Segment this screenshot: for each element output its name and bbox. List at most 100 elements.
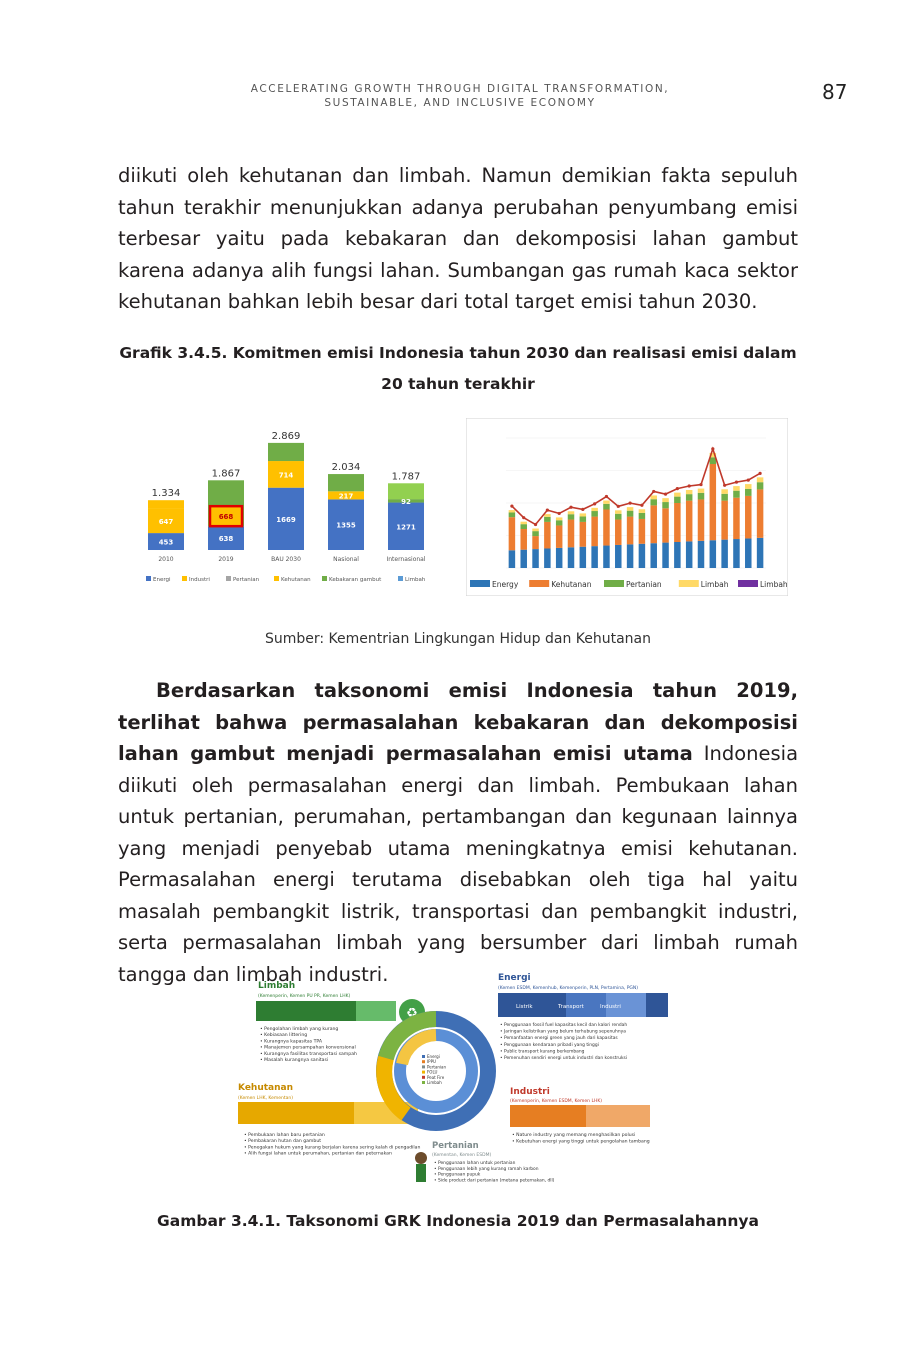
history-bar-segment xyxy=(709,540,717,568)
history-bar-segment xyxy=(685,490,693,495)
history-bar-segment xyxy=(756,477,764,483)
history-bar-segment xyxy=(603,503,610,510)
history-bar-segment xyxy=(532,531,539,537)
recycle-glyph: ♻ xyxy=(406,1006,418,1021)
history-bar-segment xyxy=(520,529,527,550)
history-bar-segment xyxy=(532,549,539,568)
kehutanan-items: • Pembukaan lahan baru pertanian• Pembak… xyxy=(244,1132,420,1157)
history-legend-label: Limbah xyxy=(701,580,729,589)
donut-legend-label: Pertanian xyxy=(427,1064,446,1069)
history-bar-segment xyxy=(520,524,527,529)
history-bar-segment xyxy=(520,549,527,568)
history-bar-segment xyxy=(508,550,516,568)
pertanian-items: • Penggunaan lahan untuk pertanian• Peng… xyxy=(434,1160,555,1183)
history-bar-segment xyxy=(638,518,646,544)
energi-boxes: Listrik Transport Industri xyxy=(516,1004,621,1010)
history-bar-segment xyxy=(532,536,539,550)
bullet-item: • Penggunaan lebih yang kurang ramah kar… xyxy=(434,1166,539,1172)
figure1: 453 647 1.334 2010 638 1.867 2019 1669 714 2.869 B… xyxy=(126,418,788,596)
bar-segment xyxy=(328,499,364,550)
total-line xyxy=(511,446,761,526)
donut-legend-swatch xyxy=(422,1065,425,1069)
industri-title: Industri xyxy=(510,1087,550,1097)
history-bar-segment xyxy=(615,513,622,520)
history-bar-segment xyxy=(626,544,634,568)
total-line-point xyxy=(593,502,597,506)
limbah-title: Limbah xyxy=(258,981,295,991)
bar-segment-other xyxy=(388,483,424,500)
bullet-item: • Kurangnya fasilitas transportasi sampa… xyxy=(260,1051,357,1057)
history-bar-segment xyxy=(591,516,598,547)
history-bar-segment xyxy=(745,484,752,489)
history-bar-segment xyxy=(685,500,693,542)
history-legend-swatch xyxy=(470,580,490,587)
donut-outer-kehutanan xyxy=(376,1055,411,1121)
energi-box-label: Transport xyxy=(557,1004,585,1010)
history-bar-segment xyxy=(721,500,728,540)
donut-legend-label: Peat Fire xyxy=(427,1075,445,1080)
legend-label: Pertanian xyxy=(233,577,260,583)
bullet-item: • Penggunaan pupuk xyxy=(434,1172,481,1178)
history-bar-segment xyxy=(756,482,764,490)
limbah-subtitle: (Kemenperin, Kemen PU PR, Kemen LHK) xyxy=(258,993,351,999)
total-line-point xyxy=(723,483,727,487)
history-bar-segment xyxy=(532,528,539,532)
history-bar-segment xyxy=(662,502,669,509)
bar-segment-other xyxy=(328,474,364,492)
bullet-item: • Pembakaran hutan dan gambut xyxy=(244,1138,321,1144)
history-bar-segment xyxy=(567,511,575,515)
history-bar-segment xyxy=(733,539,740,568)
highlight-box xyxy=(208,504,244,528)
history-bar-segment xyxy=(579,513,587,517)
total-line-point xyxy=(758,471,762,475)
history-bar-segment xyxy=(638,512,646,519)
history-bar-segment xyxy=(674,503,681,542)
bar-total-label: 1.334 xyxy=(152,488,181,499)
bar-segment-other xyxy=(268,442,304,462)
bullet-item: • Jaringan kelistrikan yang belum terhub… xyxy=(500,1029,626,1035)
running-header: ACCELERATING GROWTH THROUGH DIGITAL TRAN… xyxy=(200,82,720,110)
bar-total-label: 2.034 xyxy=(332,462,361,473)
bullet-item: • Pengolahan limbah yang kurang xyxy=(260,1026,338,1032)
running-header-line1: ACCELERATING GROWTH THROUGH DIGITAL TRAN… xyxy=(250,83,670,95)
history-bar-segment xyxy=(697,492,705,500)
history-bar-segment xyxy=(733,486,740,491)
total-line-point xyxy=(533,522,538,527)
history-bar-segment xyxy=(697,499,705,541)
bullet-item: • Pembukaan lahan baru pertanian xyxy=(244,1132,325,1138)
legend-swatch xyxy=(398,576,403,581)
legend-swatch xyxy=(274,576,279,581)
energi-bar-part2 xyxy=(606,993,646,1017)
history-bar-segment xyxy=(745,538,752,568)
history-bar-segment xyxy=(591,507,598,512)
bullet-item: • Kebiasaan littering xyxy=(260,1032,307,1038)
history-bar-segment xyxy=(555,547,563,568)
donut-legend-swatch xyxy=(422,1070,425,1074)
history-bar-segment xyxy=(697,540,705,568)
energi-title: Energi xyxy=(498,973,531,983)
bar-value-label: 217 xyxy=(339,492,354,500)
farmer-body-icon xyxy=(416,1164,426,1182)
category-tick-label: 2010 xyxy=(158,556,173,563)
bar-value-label: 714 xyxy=(279,471,294,479)
total-line-point xyxy=(628,501,632,505)
total-line-point xyxy=(746,478,750,482)
bullet-item: • Pemanfaatan energi green yang jauh dar… xyxy=(500,1035,618,1041)
pertanian-title: Pertanian xyxy=(432,1141,479,1151)
total-line-point xyxy=(711,447,715,451)
donut-legend-label: FOLU xyxy=(427,1070,437,1075)
legend-label: Industri xyxy=(189,577,210,583)
limbah-items: • Pengolahan limbah yang kurang• Kebiasa… xyxy=(260,1026,357,1063)
history-bar-segment xyxy=(733,497,740,540)
bar-segment xyxy=(268,487,304,550)
bar-value-label: 453 xyxy=(159,539,174,547)
category-tick-label: Internasional xyxy=(386,556,425,563)
history-bar-segment xyxy=(615,544,622,568)
donut-outer-limbah xyxy=(378,1011,437,1061)
figure1-source: Sumber: Kementrian Lingkungan Hidup dan … xyxy=(264,631,652,647)
bar-segment-other xyxy=(148,500,184,509)
paragraph-2: Berdasarkan taksonomi emisi Indonesia ta… xyxy=(118,675,798,990)
history-bar-segment xyxy=(555,520,563,526)
total-line-point xyxy=(675,487,679,491)
bar-segment xyxy=(148,533,184,550)
